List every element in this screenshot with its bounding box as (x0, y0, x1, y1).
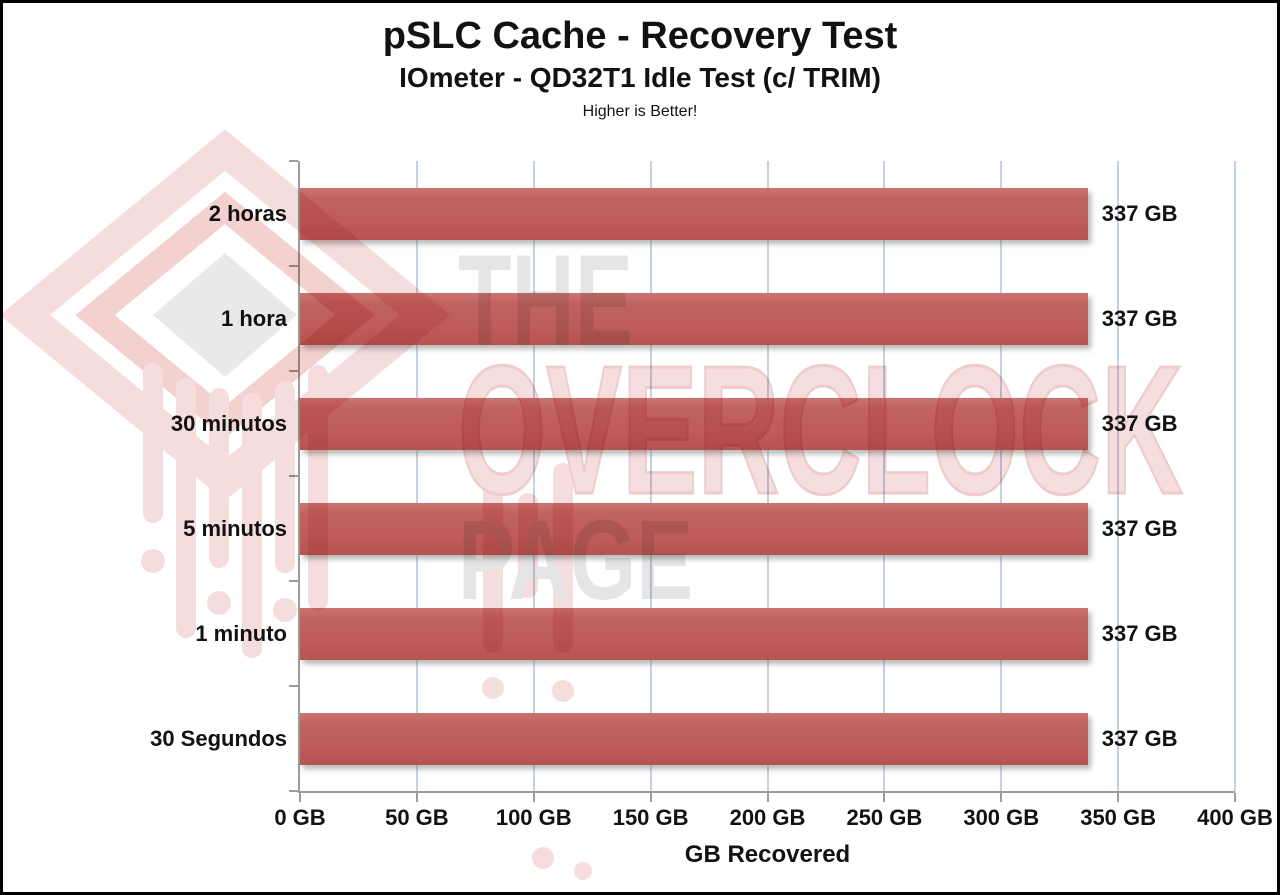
y-tick-mark (289, 160, 298, 162)
y-tick-mark (289, 370, 298, 372)
bar (300, 292, 1088, 345)
bar (300, 397, 1088, 450)
x-tick-label: 350 GB (1080, 805, 1157, 830)
bar (300, 712, 1088, 765)
gridline (1117, 161, 1120, 791)
x-tick-mark (766, 793, 769, 802)
plot-area: 0 GB 50 GB 100 GB 150 GB 200 GB 250 GB 300 GB 3… (150, 160, 1273, 868)
x-axis-label: GB Recovered (684, 841, 851, 868)
bar-value-label: 337 GB (1101, 200, 1178, 226)
x-tick-mark (415, 793, 418, 802)
y-tick-mark (289, 475, 298, 477)
x-tick-label: 0 GB (274, 805, 326, 830)
category-label: 1 hora (220, 305, 287, 331)
gridline (1234, 161, 1236, 791)
x-tick-mark (1117, 793, 1120, 802)
bar (300, 607, 1088, 660)
gridline (415, 161, 418, 791)
bar (300, 502, 1088, 555)
x-tick-label: 400 GB (1197, 805, 1273, 830)
y-tick-mark (289, 580, 298, 582)
gridline (766, 161, 769, 791)
bar-value-label: 337 GB (1101, 515, 1178, 541)
gridline (649, 161, 652, 791)
x-tick-label: 250 GB (846, 805, 923, 830)
y-tick-mark (289, 790, 298, 792)
x-tick-label: 150 GB (612, 805, 689, 830)
chart-title: pSLC Cache - Recovery Test (382, 15, 898, 57)
bar-value-label: 337 GB (1101, 725, 1178, 751)
y-tick-mark (289, 685, 298, 687)
x-tick-mark (1000, 793, 1003, 802)
bar (300, 187, 1088, 240)
x-tick-mark (299, 793, 301, 802)
y-tick-mark (289, 265, 298, 267)
chart-note: Higher is Better! (582, 102, 698, 120)
category-label: 2 horas (208, 200, 287, 226)
gridline (532, 161, 535, 791)
category-label: 30 minutos (170, 410, 287, 436)
chart-header: pSLC Cache - Recovery Test IOmeter - QD3… (3, 15, 1277, 121)
chart-subtitle: IOmeter - QD32T1 Idle Test (c/ TRIM) (399, 61, 881, 93)
x-tick-mark (649, 793, 652, 802)
category-label: 1 minuto (195, 620, 287, 646)
x-tick-mark (1234, 793, 1236, 802)
bar-value-label: 337 GB (1101, 620, 1178, 646)
bar-value-label: 337 GB (1101, 410, 1178, 436)
x-tick-label: 100 GB (495, 805, 572, 830)
category-label: 5 minutos (183, 515, 287, 541)
x-tick-label: 50 GB (385, 805, 449, 830)
bar-value-label: 337 GB (1101, 305, 1178, 331)
x-tick-mark (532, 793, 535, 802)
x-tick-label: 200 GB (729, 805, 806, 830)
gridline (883, 161, 886, 791)
category-label: 30 Segundos (150, 725, 287, 751)
gridline (1000, 161, 1003, 791)
x-tick-label: 300 GB (963, 805, 1040, 830)
x-tick-mark (883, 793, 886, 802)
